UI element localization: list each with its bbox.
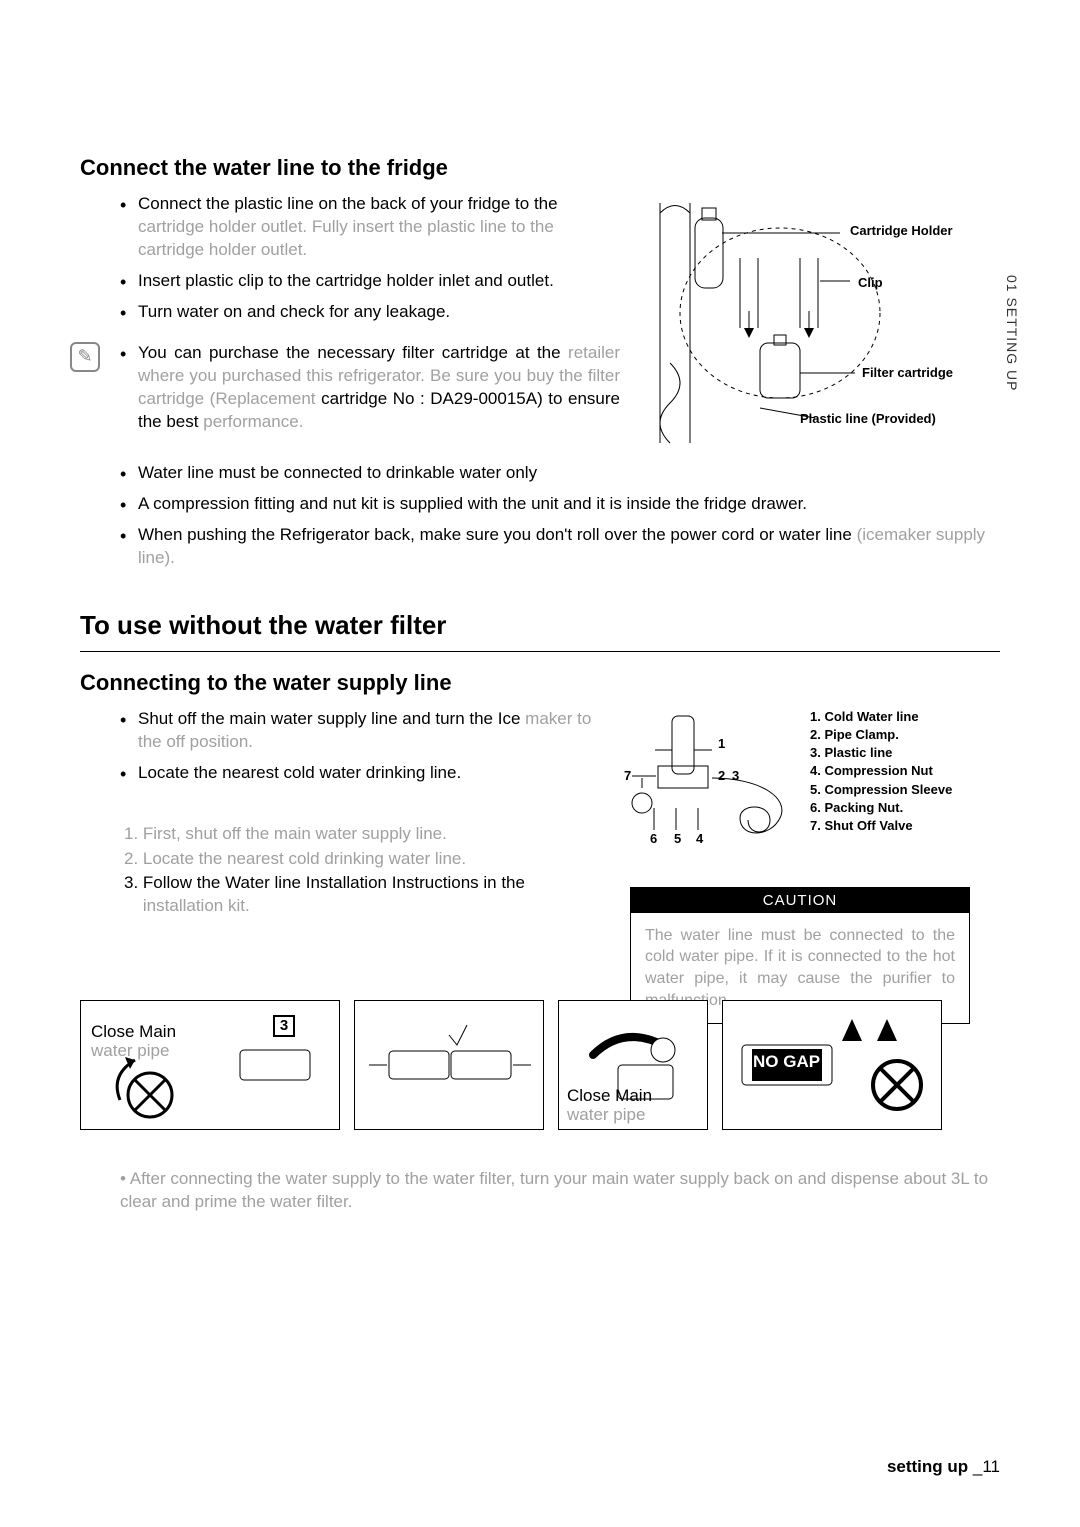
note-icon: ✎ (70, 342, 100, 372)
section2-subtitle: Connecting to the water supply line (80, 670, 1000, 696)
bullet: Locate the nearest cold water drinking l… (120, 762, 600, 785)
supply-diagram: 1 2 3 7 6 5 4 1. Cold Water line 2. Pipe… (620, 708, 1000, 921)
svg-text:4: 4 (696, 831, 704, 846)
bullet: Connect the plastic line on the back of … (120, 193, 620, 262)
svg-text:2: 2 (718, 768, 725, 783)
note-bullet: You can purchase the necessary filter ca… (120, 342, 620, 434)
rule (80, 651, 1000, 652)
note-bullet: When pushing the Refrigerator back, make… (120, 524, 1000, 570)
figure-row: Close Main water pipe 3 Close Main water… (80, 1000, 1000, 1130)
svg-text:7: 7 (624, 768, 631, 783)
figure-3: Close Main water pipe (558, 1000, 708, 1130)
section1-title: Connect the water line to the fridge (80, 155, 1000, 181)
figure-2 (354, 1000, 544, 1130)
svg-text:5: 5 (674, 831, 681, 846)
svg-text:1: 1 (718, 736, 725, 751)
svg-text:3: 3 (732, 768, 739, 783)
figure-1: Close Main water pipe 3 (80, 1000, 340, 1130)
bullet: Insert plastic clip to the cartridge hol… (120, 270, 620, 293)
caution-title: CAUTION (631, 888, 969, 913)
note-bullet: A compression fitting and nut kit is sup… (120, 493, 1000, 516)
side-tab: 01 SETTING UP (1004, 275, 1020, 391)
after-note: • After connecting the water supply to t… (80, 1168, 1000, 1214)
figure-4: NO GAP (722, 1000, 942, 1130)
bullet: Turn water on and check for any leakage. (120, 301, 620, 324)
note-bullet: Water line must be connected to drinkabl… (120, 462, 1000, 485)
steps: 1. First, shut off the main water supply… (80, 823, 600, 919)
section1-bullets: Connect the plastic line on the back of … (80, 193, 620, 324)
svg-text:6: 6 (650, 831, 657, 846)
bullet: Shut off the main water supply line and … (120, 708, 600, 754)
cartridge-diagram: Cartridge Holder Clip Filter cartridge P… (640, 193, 1000, 456)
section2-title: To use without the water filter (80, 610, 1000, 641)
footer: setting up _11 (887, 1457, 1000, 1477)
legend: 1. Cold Water line 2. Pipe Clamp. 3. Pla… (810, 708, 952, 835)
